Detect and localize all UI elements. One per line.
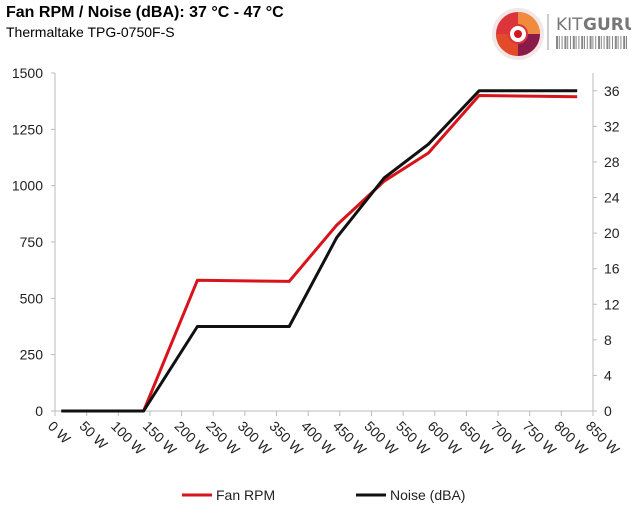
x-tick-label: 400 W — [298, 418, 338, 458]
chart-legend: Fan RPM Noise (dBA) — [182, 487, 465, 503]
x-tick-label: 350 W — [266, 418, 306, 458]
x-tick-label: 250 W — [203, 418, 243, 458]
logo-barcode-bar — [606, 36, 609, 49]
logo-barcode-bar — [561, 36, 563, 49]
x-tick-label: 800 W — [551, 418, 591, 458]
chart-subtitle: Thermaltake TPG-0750F-S — [6, 24, 175, 40]
chart-title: Fan RPM / Noise (dBA): 37 °C - 47 °C — [6, 4, 284, 21]
left-tick-label: 500 — [20, 290, 44, 306]
x-tick-label: 750 W — [520, 418, 560, 458]
logo-barcode-bar — [612, 36, 613, 49]
logo-barcode-bar — [567, 36, 569, 49]
left-axis-ticks: 0 250 500 750 1000 1250 1500 — [12, 65, 55, 419]
right-tick-label: 8 — [604, 332, 612, 348]
logo-barcode-bar — [603, 36, 605, 49]
x-tick-label: 550 W — [393, 418, 433, 458]
legend-label: Fan RPM — [216, 487, 275, 503]
x-tick-label: 50 W — [77, 418, 112, 453]
logo-barcode-bar — [578, 36, 580, 49]
x-tick-label: 100 W — [108, 418, 148, 458]
left-tick-label: 0 — [35, 403, 43, 419]
logo-barcode-bar — [556, 36, 558, 49]
left-tick-label: 1250 — [12, 121, 43, 137]
x-tick-label: 600 W — [425, 418, 465, 458]
right-tick-label: 0 — [604, 403, 612, 419]
x-tick-label: 300 W — [235, 418, 275, 458]
logo-barcode-bar — [586, 36, 588, 49]
x-tick-label: 650 W — [456, 418, 496, 458]
logo-barcode-bar — [623, 36, 626, 49]
left-tick-label: 750 — [20, 234, 44, 250]
right-tick-label: 32 — [604, 118, 620, 134]
logo-barcode-bar — [595, 36, 597, 49]
logo-barcode-bar — [626, 36, 627, 49]
right-tick-label: 28 — [604, 154, 620, 170]
logo-barcode-bar — [584, 36, 585, 49]
logo-barcode-bar — [600, 36, 602, 49]
logo-text-guru: GURU — [583, 15, 631, 35]
left-tick-label: 1000 — [12, 178, 43, 194]
right-tick-label: 4 — [604, 367, 612, 383]
logo-text-kit: KIT — [556, 15, 583, 35]
x-tick-label: 200 W — [171, 418, 211, 458]
logo-barcode-bar — [570, 36, 571, 49]
chart-series — [61, 89, 578, 413]
series-line-noise-dba — [61, 89, 578, 413]
x-tick-label: 700 W — [488, 418, 528, 458]
logo-barcode-bar — [575, 36, 577, 49]
right-tick-label: 20 — [604, 225, 620, 241]
left-tick-label: 250 — [20, 347, 44, 363]
x-tick-label: 450 W — [330, 418, 370, 458]
kitguru-logo: KIT GURU — [492, 8, 631, 60]
left-tick-label: 1500 — [12, 65, 43, 81]
logo-barcode-bar — [617, 36, 619, 49]
kitguru-swirl-icon — [492, 8, 544, 60]
right-tick-label: 24 — [604, 190, 620, 206]
logo-barcode-bar — [609, 36, 611, 49]
logo-barcode-bar — [558, 36, 560, 49]
logo-barcode-bar — [614, 36, 617, 49]
x-tick-label: 150 W — [140, 418, 180, 458]
logo-barcode-bar — [598, 36, 600, 49]
x-tick-label: 0 W — [45, 418, 74, 447]
logo-barcode-bar — [620, 36, 622, 49]
logo-barcode — [556, 36, 627, 49]
right-tick-label: 36 — [604, 83, 620, 99]
right-tick-label: 12 — [604, 296, 620, 312]
logo-barcode-bar — [572, 36, 575, 49]
logo-barcode-bar — [581, 36, 584, 49]
right-tick-label: 16 — [604, 261, 620, 277]
logo-barcode-bar — [592, 36, 594, 49]
right-axis-ticks: 0 4 8 12 16 20 24 28 32 36 — [593, 83, 620, 419]
x-tick-label: 850 W — [583, 418, 623, 458]
logo-barcode-bar — [564, 36, 567, 49]
x-tick-label: 500 W — [361, 418, 401, 458]
logo-barcode-bar — [589, 36, 592, 49]
legend-label: Noise (dBA) — [390, 487, 465, 503]
series-line-fan-rpm — [61, 94, 578, 413]
